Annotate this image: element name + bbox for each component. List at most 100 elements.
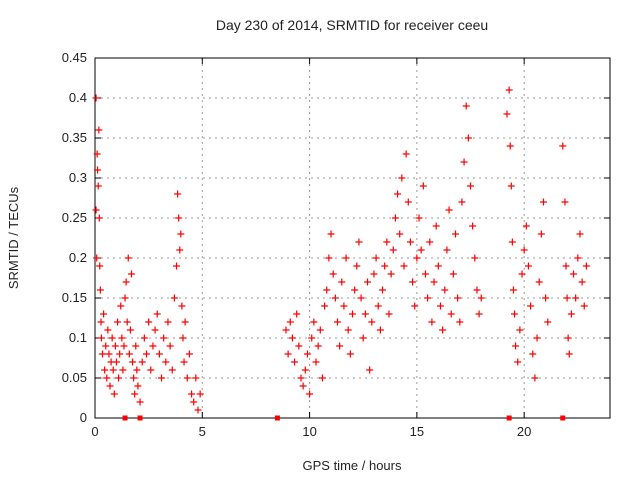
data-point (417, 246, 425, 254)
data-point (114, 318, 122, 326)
data-point (118, 334, 126, 342)
data-point (426, 238, 434, 246)
data-point (140, 334, 148, 342)
data-point (178, 302, 186, 310)
y-tick-label: 0.45 (62, 50, 87, 65)
data-point (111, 342, 119, 350)
data-point (400, 262, 408, 270)
data-point (430, 278, 438, 286)
data-point (325, 254, 333, 262)
data-point (175, 214, 183, 222)
data-point (381, 262, 389, 270)
data-point (529, 350, 537, 358)
data-point (364, 278, 372, 286)
data-point (102, 342, 110, 350)
data-point (316, 326, 324, 334)
data-point (507, 182, 515, 190)
plot-frame (94, 57, 611, 419)
data-point (376, 326, 384, 334)
data-point (413, 254, 421, 262)
data-point (469, 222, 477, 230)
y-tick-label: 0.25 (62, 210, 87, 225)
data-point (183, 374, 191, 382)
data-point (93, 150, 101, 158)
data-point (336, 342, 344, 350)
data-point (506, 142, 514, 150)
data-point (561, 198, 569, 206)
data-point (164, 318, 172, 326)
data-point (544, 318, 552, 326)
data-point (100, 310, 108, 318)
data-point (124, 254, 132, 262)
data-point (533, 334, 541, 342)
data-point (136, 398, 144, 406)
data-point (385, 310, 393, 318)
data-point (143, 350, 150, 358)
data-point (396, 230, 404, 238)
y-tick-label: 0.1 (69, 330, 87, 345)
y-tick-label: 0 (80, 410, 87, 425)
data-point (406, 238, 414, 246)
data-point (512, 342, 520, 350)
data-point (162, 358, 170, 366)
data-point (563, 294, 571, 302)
data-point (434, 262, 442, 270)
data-point (565, 350, 573, 358)
data-point (572, 294, 580, 302)
data-point (537, 230, 545, 238)
data-point (518, 270, 526, 278)
data-point (391, 214, 399, 222)
y-axis-label: SRMTID / TECUs (6, 186, 21, 289)
data-point (327, 230, 335, 238)
zero-marker (137, 415, 143, 421)
data-point (505, 86, 513, 94)
data-point (176, 246, 184, 254)
data-point (112, 358, 120, 366)
data-point (447, 310, 455, 318)
data-point (288, 334, 296, 342)
data-point (181, 318, 189, 326)
data-point (312, 358, 320, 366)
data-point (117, 302, 125, 310)
data-point (578, 278, 586, 286)
data-point (147, 366, 155, 374)
data-point (411, 302, 419, 310)
data-point (94, 182, 102, 190)
data-point (542, 294, 550, 302)
y-tick-label: 0.4 (69, 90, 87, 105)
data-point (329, 270, 337, 278)
data-point (567, 310, 575, 318)
data-point (370, 270, 378, 278)
data-point (145, 318, 153, 326)
data-point (109, 366, 117, 374)
data-point (318, 374, 326, 382)
data-point (516, 326, 524, 334)
data-point (539, 198, 547, 206)
data-point (366, 366, 374, 374)
data-point (409, 278, 417, 286)
data-points (92, 86, 590, 414)
data-point (106, 382, 114, 390)
data-point (125, 350, 133, 358)
data-point (173, 262, 181, 270)
data-point (522, 222, 530, 230)
data-point (155, 350, 163, 358)
zero-markers (122, 415, 566, 421)
data-point (301, 366, 309, 374)
data-point (96, 262, 104, 270)
data-point (372, 254, 380, 262)
data-point (445, 206, 453, 214)
data-point (286, 318, 294, 326)
data-point (511, 310, 519, 318)
data-point (180, 358, 188, 366)
data-point (120, 342, 128, 350)
data-point (454, 294, 462, 302)
y-tick-label: 0.35 (62, 130, 87, 145)
data-point (436, 302, 444, 310)
data-point (389, 246, 397, 254)
data-point (308, 334, 316, 342)
data-point (374, 302, 382, 310)
data-point (464, 134, 472, 142)
data-point (297, 374, 305, 382)
